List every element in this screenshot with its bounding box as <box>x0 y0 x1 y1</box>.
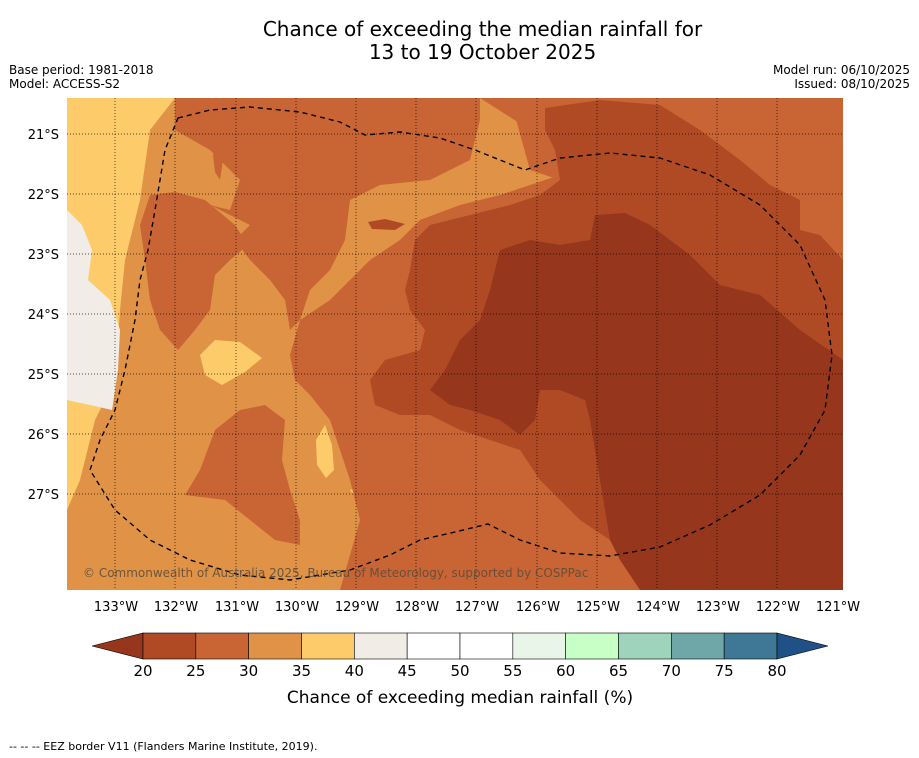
eez-legend-note: -- -- -- EEZ border V11 (Flanders Marine… <box>9 740 318 753</box>
colorbar-tick-label: 70 <box>662 662 681 680</box>
colorbar-tick-label: 55 <box>503 662 522 680</box>
colorbar-cell <box>723 632 778 660</box>
field-25-30-north <box>175 98 480 330</box>
field-25-30-west <box>140 192 248 350</box>
colorbar-cell <box>142 632 197 660</box>
lon-label: 123°W <box>696 600 740 615</box>
colorbar-label: Chance of exceeding median rainfall (%) <box>287 688 633 708</box>
field-35-40-center <box>200 340 262 385</box>
lon-label: 133°W <box>94 600 138 615</box>
lon-label: 132°W <box>154 600 198 615</box>
metadata-right: Model run: 06/10/2025 Issued: 08/10/2025 <box>773 63 910 91</box>
title-line-1: Chance of exceeding the median rainfall … <box>262 17 703 41</box>
title-line-2: 13 to 19 October 2025 <box>368 40 597 64</box>
map-graticule <box>67 98 843 590</box>
lon-label: 126°W <box>516 600 560 615</box>
colorbar-cell <box>248 632 302 660</box>
field-below-20 <box>430 213 843 590</box>
model-name: Model: ACCESS-S2 <box>9 77 121 91</box>
lon-label: 121°W <box>816 600 860 615</box>
lat-label: 25°S <box>28 368 59 383</box>
colorbar-tick-label: 20 <box>133 662 152 680</box>
field-40-45-west <box>67 210 120 410</box>
field-25-30-spot <box>213 145 223 180</box>
lon-label: 129°W <box>335 600 379 615</box>
colorbar-under-arrow <box>91 632 144 660</box>
colorbar-tick-label: 80 <box>767 662 786 680</box>
colorbar-tick-label: 75 <box>715 662 734 680</box>
lat-label: 21°S <box>28 128 59 143</box>
model-run: Model run: 06/10/2025 <box>772 63 910 77</box>
colorbar-cell <box>459 632 514 660</box>
colorbar-tick-label: 40 <box>345 662 364 680</box>
field-35-40-west <box>67 98 175 510</box>
colorbar <box>91 632 829 660</box>
lon-label: 124°W <box>636 600 680 615</box>
colorbar-over-arrow <box>776 632 829 660</box>
colorbar-cell <box>195 632 249 660</box>
colorbar-cell <box>354 632 408 660</box>
colorbar-tick-label: 25 <box>186 662 205 680</box>
lat-label: 23°S <box>28 248 59 263</box>
colorbar-ticks: 20 25 30 35 40 45 50 55 60 65 70 75 80 <box>133 662 786 680</box>
eez-border <box>89 106 833 581</box>
latitude-labels: 21°S 22°S 23°S 24°S 25°S 26°S 27°S <box>28 128 59 503</box>
lon-label: 130°W <box>275 600 319 615</box>
colorbar-tick-label: 35 <box>292 662 311 680</box>
lat-label: 22°S <box>28 188 59 203</box>
lat-label: 26°S <box>28 428 59 443</box>
lon-label: 131°W <box>215 600 259 615</box>
lon-label: 122°W <box>756 600 800 615</box>
field-20-25-spot <box>368 219 405 230</box>
colorbar-tick-label: 65 <box>609 662 628 680</box>
longitude-labels: 133°W 132°W 131°W 130°W 129°W 128°W 127°… <box>94 600 860 615</box>
copyright-text: © Commonwealth of Australia 2025, Bureau… <box>83 566 588 580</box>
colorbar-cell <box>301 632 355 660</box>
field-35-40-small <box>316 425 334 478</box>
colorbar-tick-label: 50 <box>450 662 469 680</box>
lat-label: 24°S <box>28 308 59 323</box>
colorbar-cell <box>565 632 619 660</box>
issued-date: Issued: 08/10/2025 <box>794 77 910 91</box>
lat-label: 27°S <box>28 488 59 503</box>
lon-label: 128°W <box>395 600 439 615</box>
base-period: Base period: 1981-2018 <box>9 63 154 77</box>
colorbar-cell <box>406 632 461 660</box>
map-title: Chance of exceeding the median rainfall … <box>0 18 919 64</box>
colorbar-tick-label: 30 <box>239 662 258 680</box>
lon-label: 127°W <box>455 600 499 615</box>
lon-label: 125°W <box>576 600 620 615</box>
metadata-left: Base period: 1981-2018 Model: ACCESS-S2 <box>9 63 154 91</box>
colorbar-tick-label: 60 <box>556 662 575 680</box>
map-field <box>67 98 843 590</box>
colorbar-cell <box>618 632 672 660</box>
colorbar-cell <box>671 632 725 660</box>
colorbar-tick-label: 45 <box>398 662 417 680</box>
colorbar-cell <box>512 632 566 660</box>
field-25-30-south <box>185 405 300 545</box>
